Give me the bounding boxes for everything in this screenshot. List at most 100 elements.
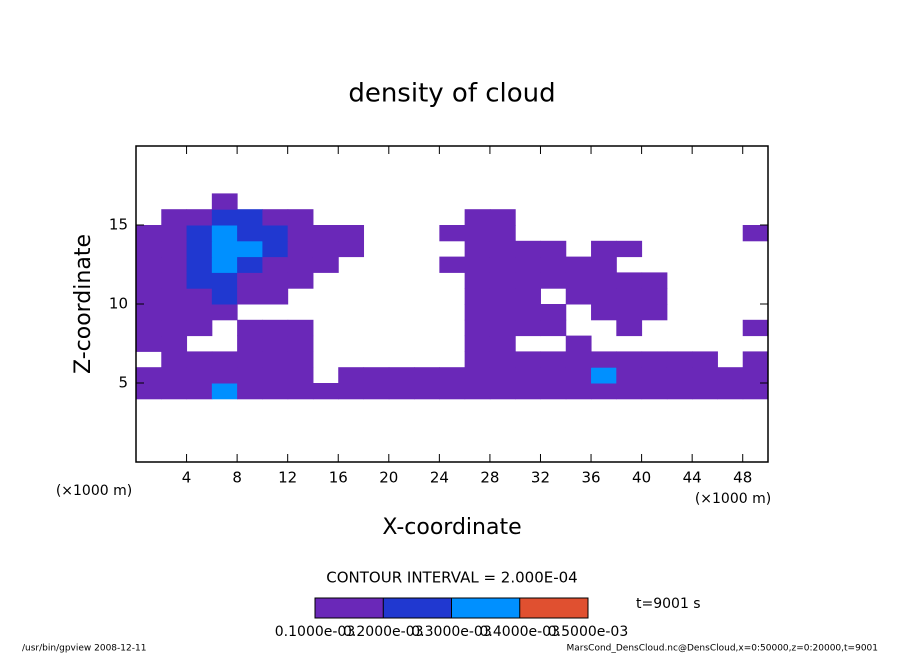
cell bbox=[136, 304, 162, 321]
cell bbox=[338, 383, 365, 400]
colorbar-band bbox=[315, 598, 384, 618]
cell bbox=[287, 272, 314, 289]
cell bbox=[287, 383, 314, 400]
cell bbox=[237, 225, 263, 242]
cell bbox=[161, 240, 188, 258]
cell bbox=[565, 256, 592, 273]
cell bbox=[464, 256, 491, 273]
cell bbox=[186, 209, 213, 226]
cell bbox=[312, 383, 339, 400]
cell bbox=[515, 272, 541, 289]
cell bbox=[161, 304, 188, 321]
cell bbox=[237, 256, 263, 273]
cell bbox=[161, 225, 188, 242]
cell bbox=[136, 225, 162, 242]
cell bbox=[136, 335, 162, 352]
cell bbox=[641, 367, 668, 384]
cell bbox=[136, 240, 162, 258]
cell bbox=[186, 367, 213, 384]
cell bbox=[540, 272, 567, 289]
cell bbox=[262, 256, 289, 273]
contour-interval: CONTOUR INTERVAL = 2.000E-04 bbox=[326, 569, 577, 587]
cells bbox=[136, 193, 769, 400]
cell bbox=[489, 256, 516, 273]
cell bbox=[591, 240, 617, 258]
cell bbox=[489, 319, 516, 337]
cell bbox=[565, 288, 592, 305]
cell bbox=[161, 383, 188, 400]
cell bbox=[237, 367, 263, 384]
cell bbox=[338, 240, 365, 258]
cell bbox=[616, 304, 643, 321]
time-label: t=9001 s bbox=[636, 596, 701, 612]
colorbar-tick-label: 0.4000e-03 bbox=[480, 624, 560, 640]
cell bbox=[287, 225, 314, 242]
cell bbox=[515, 240, 541, 258]
cell bbox=[641, 304, 668, 321]
cell bbox=[161, 288, 188, 305]
footer-right: MarsCond_DensCloud.nc@DensCloud,x=0:5000… bbox=[567, 644, 879, 654]
cell bbox=[161, 367, 188, 384]
cell bbox=[692, 383, 718, 400]
x-tick-label: 32 bbox=[531, 469, 550, 487]
cell bbox=[489, 335, 516, 352]
cell bbox=[287, 209, 314, 226]
cell bbox=[161, 319, 188, 337]
cell bbox=[312, 256, 339, 273]
x-tick-label: 20 bbox=[379, 469, 398, 487]
x-unit: (×1000 m) bbox=[695, 491, 771, 507]
cell bbox=[439, 225, 466, 242]
cell bbox=[540, 240, 567, 258]
cell bbox=[489, 304, 516, 321]
cell bbox=[237, 209, 263, 226]
colorbar-band bbox=[519, 598, 588, 618]
cell bbox=[489, 288, 516, 305]
cell bbox=[136, 367, 162, 384]
cell bbox=[641, 288, 668, 305]
cell bbox=[262, 319, 289, 337]
cell bbox=[237, 351, 263, 368]
cell bbox=[742, 351, 769, 368]
cell bbox=[186, 225, 213, 242]
colorbar-tick-label: 0.2000e-03 bbox=[343, 624, 423, 640]
colorbar-tick-label: 0.1000e-03 bbox=[275, 624, 355, 640]
cell bbox=[666, 367, 693, 384]
cell bbox=[591, 367, 617, 384]
cell bbox=[515, 304, 541, 321]
cell bbox=[489, 367, 516, 384]
cell bbox=[489, 383, 516, 400]
cell bbox=[237, 288, 263, 305]
cell bbox=[616, 288, 643, 305]
x-tick-label: 28 bbox=[480, 469, 499, 487]
cell bbox=[161, 256, 188, 273]
cell bbox=[742, 383, 769, 400]
cell bbox=[616, 272, 643, 289]
cell bbox=[211, 240, 238, 258]
cell bbox=[515, 288, 541, 305]
cell bbox=[641, 383, 668, 400]
cell bbox=[717, 383, 744, 400]
cell bbox=[388, 383, 415, 400]
cell bbox=[540, 367, 567, 384]
cell bbox=[616, 367, 643, 384]
cell bbox=[237, 319, 263, 337]
cell bbox=[211, 351, 238, 368]
cell bbox=[237, 335, 263, 352]
cell bbox=[489, 240, 516, 258]
x-tick-label: 16 bbox=[329, 469, 348, 487]
cell bbox=[186, 240, 213, 258]
cell bbox=[211, 272, 238, 289]
cell bbox=[540, 319, 567, 337]
x-tick-label: 24 bbox=[430, 469, 449, 487]
cell bbox=[287, 256, 314, 273]
cell bbox=[591, 383, 617, 400]
cell bbox=[565, 272, 592, 289]
cell bbox=[692, 351, 718, 368]
cell bbox=[565, 351, 592, 368]
cell bbox=[464, 304, 491, 321]
y-tick-label: 15 bbox=[109, 216, 128, 234]
cell bbox=[540, 256, 567, 273]
cell bbox=[439, 256, 466, 273]
cell bbox=[489, 351, 516, 368]
cell bbox=[338, 225, 365, 242]
